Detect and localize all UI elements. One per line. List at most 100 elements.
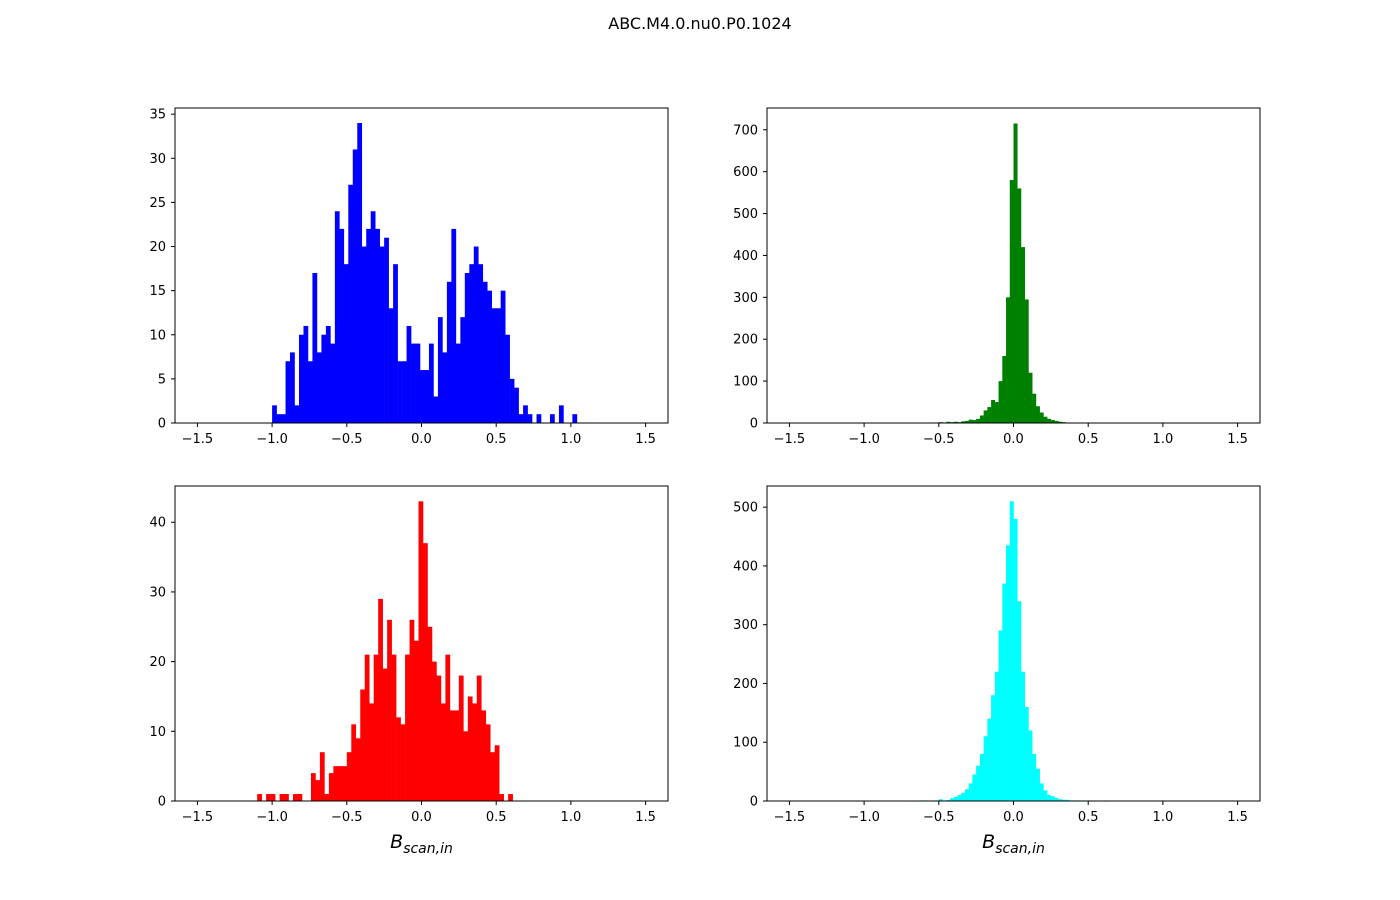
histogram-bar xyxy=(964,789,969,801)
y-tick-label: 400 xyxy=(733,249,758,264)
histogram-bar xyxy=(436,675,442,801)
y-tick-label: 15 xyxy=(149,284,166,299)
histogram-bar xyxy=(373,654,379,801)
histogram-bar xyxy=(536,414,542,423)
x-tick-label: −0.5 xyxy=(331,810,363,825)
histogram-bar xyxy=(1006,297,1011,423)
histogram-bar xyxy=(1032,753,1037,801)
histogram-bar xyxy=(355,738,361,801)
histogram-bar xyxy=(437,317,443,423)
x-tick-label: −1.0 xyxy=(848,810,880,825)
histogram-bar xyxy=(1006,545,1011,801)
histogram-bar xyxy=(315,780,321,801)
histogram-bar xyxy=(409,619,415,801)
histogram-bar xyxy=(321,334,327,423)
y-tick-label: 400 xyxy=(733,559,758,574)
histogram-bar xyxy=(297,794,303,801)
histogram-bar xyxy=(366,228,371,423)
histogram-bar xyxy=(1028,372,1033,423)
histogram-bar xyxy=(379,246,385,423)
histogram-bar xyxy=(1039,783,1044,801)
y-tick-label: 25 xyxy=(149,196,166,211)
histogram-bar xyxy=(482,281,488,423)
histogram-bar xyxy=(976,418,981,423)
histogram-bar xyxy=(998,630,1003,801)
histogram-bar xyxy=(1013,518,1018,801)
histogram-bar xyxy=(1054,798,1059,801)
y-tick-label: 0 xyxy=(750,795,758,810)
histogram-bar xyxy=(328,773,334,801)
histogram-bar xyxy=(1047,418,1052,423)
histogram-bar xyxy=(487,290,493,423)
histogram-bar xyxy=(946,799,951,801)
histogram-bar xyxy=(464,273,470,423)
histogram-bar xyxy=(527,414,533,423)
histogram-bar xyxy=(370,211,376,423)
y-tick-label: 500 xyxy=(733,207,758,222)
histogram-bar xyxy=(339,228,345,423)
histogram-bar xyxy=(415,343,421,423)
histogram-bar xyxy=(446,281,452,423)
histogram-bar xyxy=(337,766,343,801)
histogram-bar xyxy=(316,352,322,423)
histogram-bar xyxy=(998,381,1003,423)
histogram-bar xyxy=(494,745,500,801)
histogram-bar xyxy=(976,765,981,801)
histogram-bar xyxy=(442,352,448,423)
x-tick-label: −1.0 xyxy=(848,432,880,447)
histogram-bar xyxy=(360,689,366,801)
histogram-bar xyxy=(938,799,943,801)
histogram-bar xyxy=(427,626,433,801)
histogram-bar xyxy=(968,783,973,801)
histogram-bar xyxy=(357,123,363,423)
histogram-bar xyxy=(397,361,403,423)
histogram-bar xyxy=(270,794,276,801)
histogram-bar xyxy=(310,773,316,801)
histogram-bar xyxy=(1009,501,1014,801)
x-tick-label: 1.5 xyxy=(635,432,656,447)
histogram-bar xyxy=(467,696,473,801)
y-tick-label: 30 xyxy=(149,585,166,600)
y-tick-label: 100 xyxy=(733,375,758,390)
histogram-bar xyxy=(266,794,271,801)
histogram-bar xyxy=(1058,799,1063,801)
histogram-bar xyxy=(290,352,295,423)
x-tick-label: 0.0 xyxy=(1003,810,1024,825)
y-tick-label: 35 xyxy=(149,108,166,123)
histogram-bar xyxy=(972,774,977,801)
histogram-bar xyxy=(961,421,966,423)
histogram-panel-top-right: −1.5 −1.0 −0.5 0.0 0.5 1.0 1.5 0 100 200 300 400 500… xyxy=(733,107,1261,447)
histogram-bar xyxy=(1024,706,1029,801)
histogram-bar xyxy=(1050,420,1055,423)
histogram-bar xyxy=(499,794,504,801)
histogram-bar xyxy=(950,798,955,801)
histogram-bar xyxy=(284,794,289,801)
histogram-bar xyxy=(352,149,358,423)
x-tick-label: 1.5 xyxy=(635,810,656,825)
histogram-bar xyxy=(312,273,318,423)
histogram-bar xyxy=(333,766,339,801)
histogram-bar xyxy=(1058,421,1063,423)
histogram-bar xyxy=(523,405,528,423)
histogram-bar xyxy=(987,718,992,801)
histogram-bar xyxy=(422,543,428,801)
histogram-bar xyxy=(968,419,973,423)
histogram-bar xyxy=(469,264,475,423)
x-tick-label: 0.5 xyxy=(1078,810,1099,825)
x-tick-label: −0.5 xyxy=(923,432,955,447)
histogram-bar xyxy=(1062,799,1067,801)
histogram-bar xyxy=(378,598,383,801)
histogram-bar xyxy=(424,370,430,423)
x-tick-label: −1.5 xyxy=(182,432,214,447)
histogram-bar xyxy=(279,794,285,801)
histogram-bar xyxy=(1047,795,1052,801)
x-tick-label: 0.0 xyxy=(1003,432,1024,447)
histogram-bar xyxy=(463,731,469,801)
histogram-bar xyxy=(276,414,282,423)
histogram-bar xyxy=(1050,796,1055,801)
histogram-bar xyxy=(346,752,352,801)
histogram-bar xyxy=(458,675,464,801)
histogram-bar xyxy=(445,654,451,801)
y-tick-label: 600 xyxy=(733,165,758,180)
